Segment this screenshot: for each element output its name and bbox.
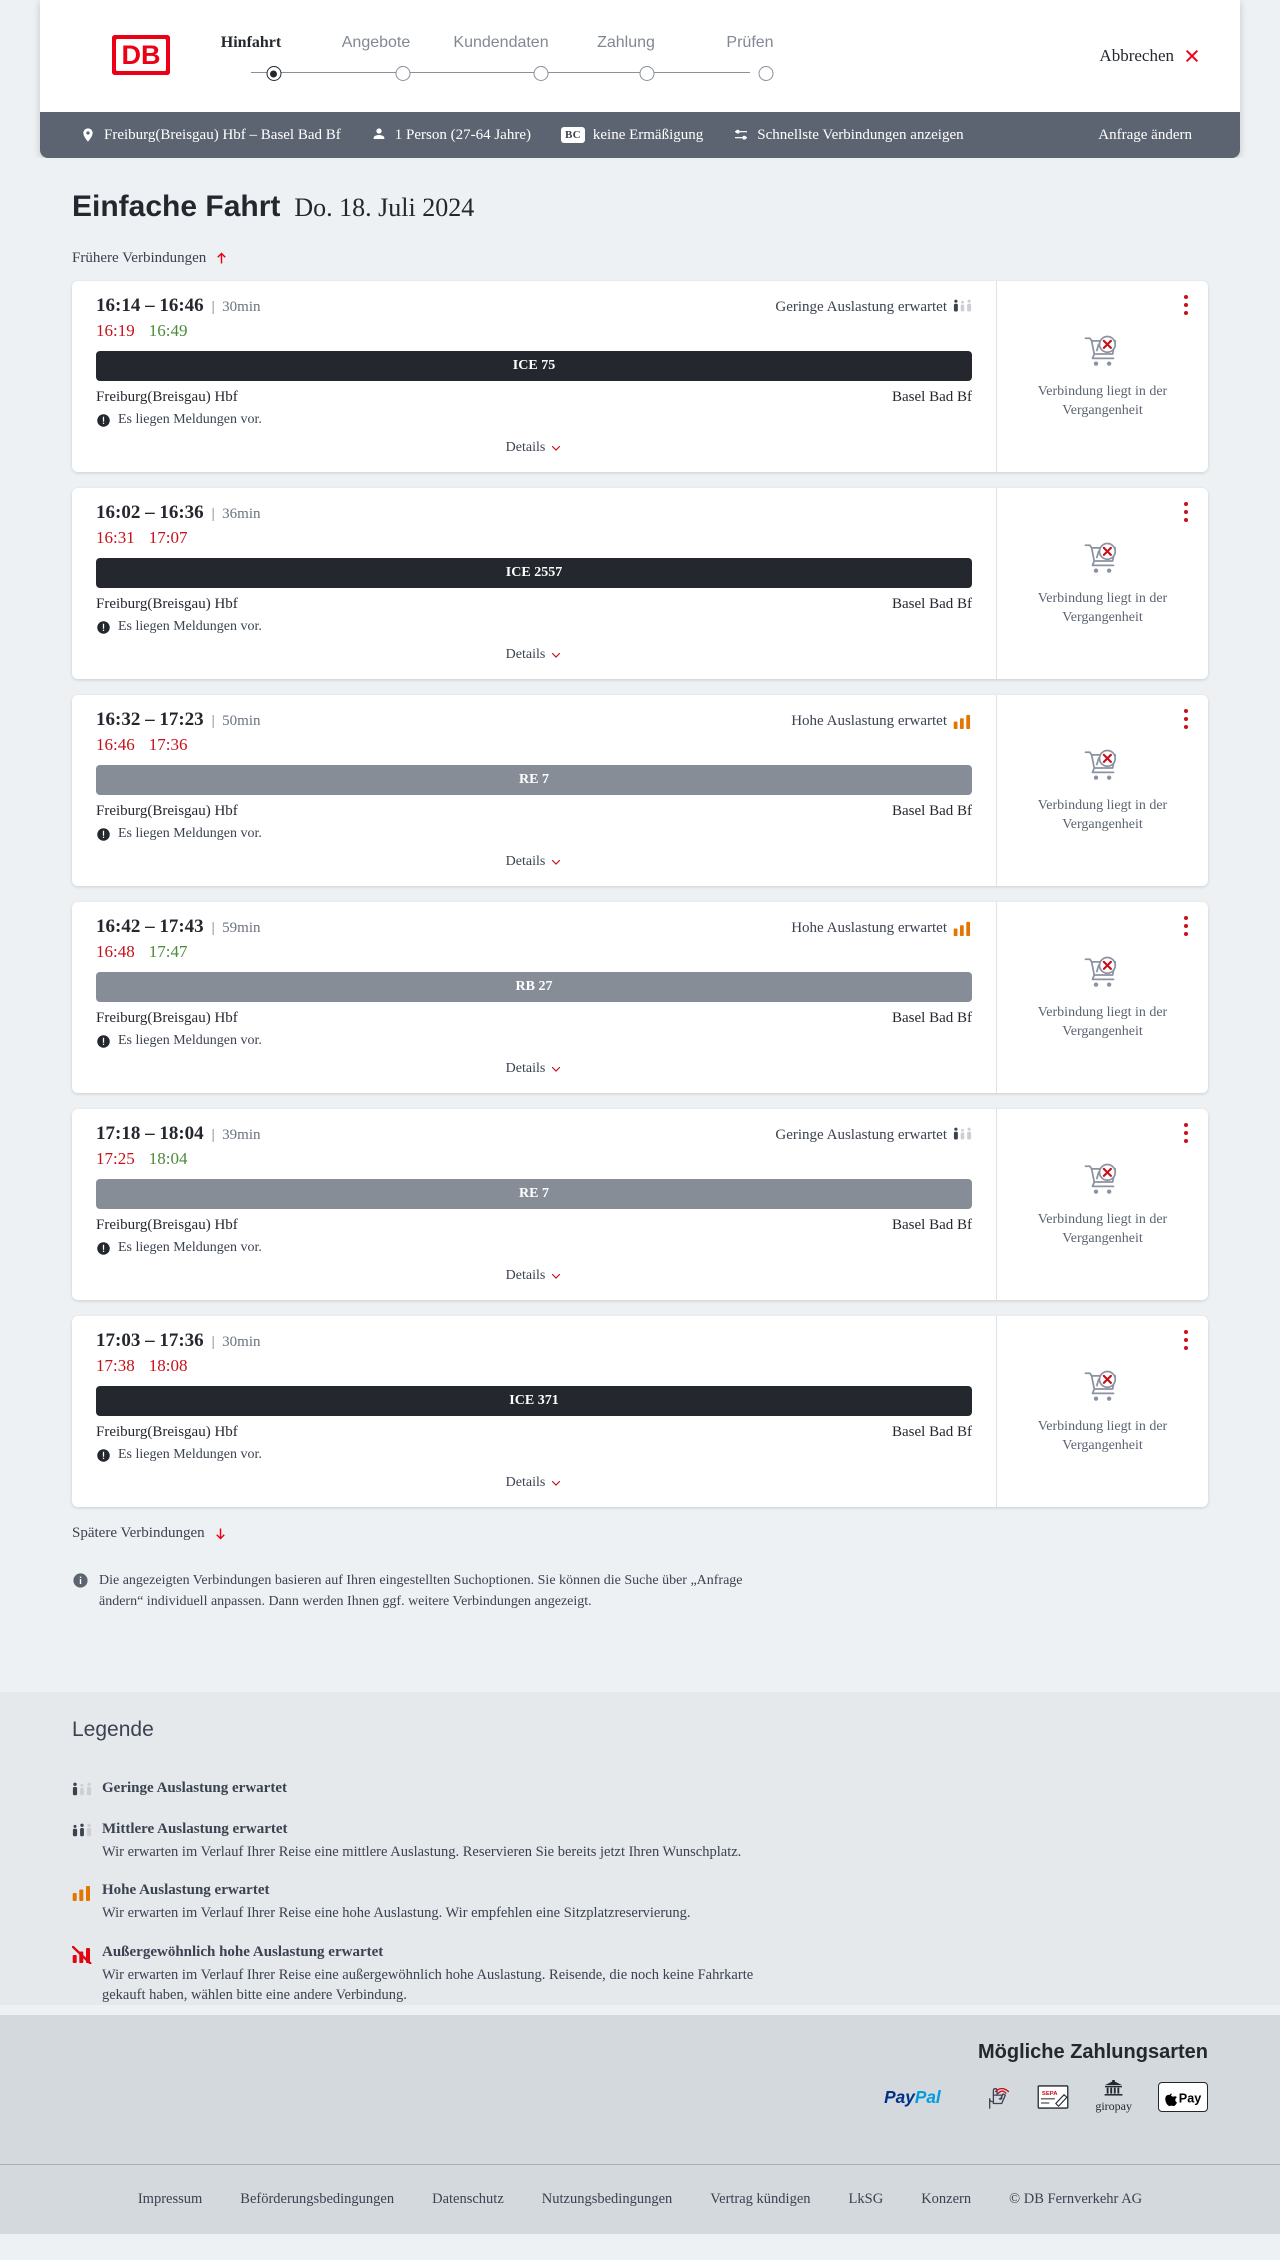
svg-text:SEPA: SEPA <box>1042 2091 1058 2097</box>
svg-text:PayPal: PayPal <box>884 2087 942 2107</box>
svg-text:Pay: Pay <box>1179 2091 1201 2105</box>
svg-text:DB: DB <box>122 40 161 70</box>
